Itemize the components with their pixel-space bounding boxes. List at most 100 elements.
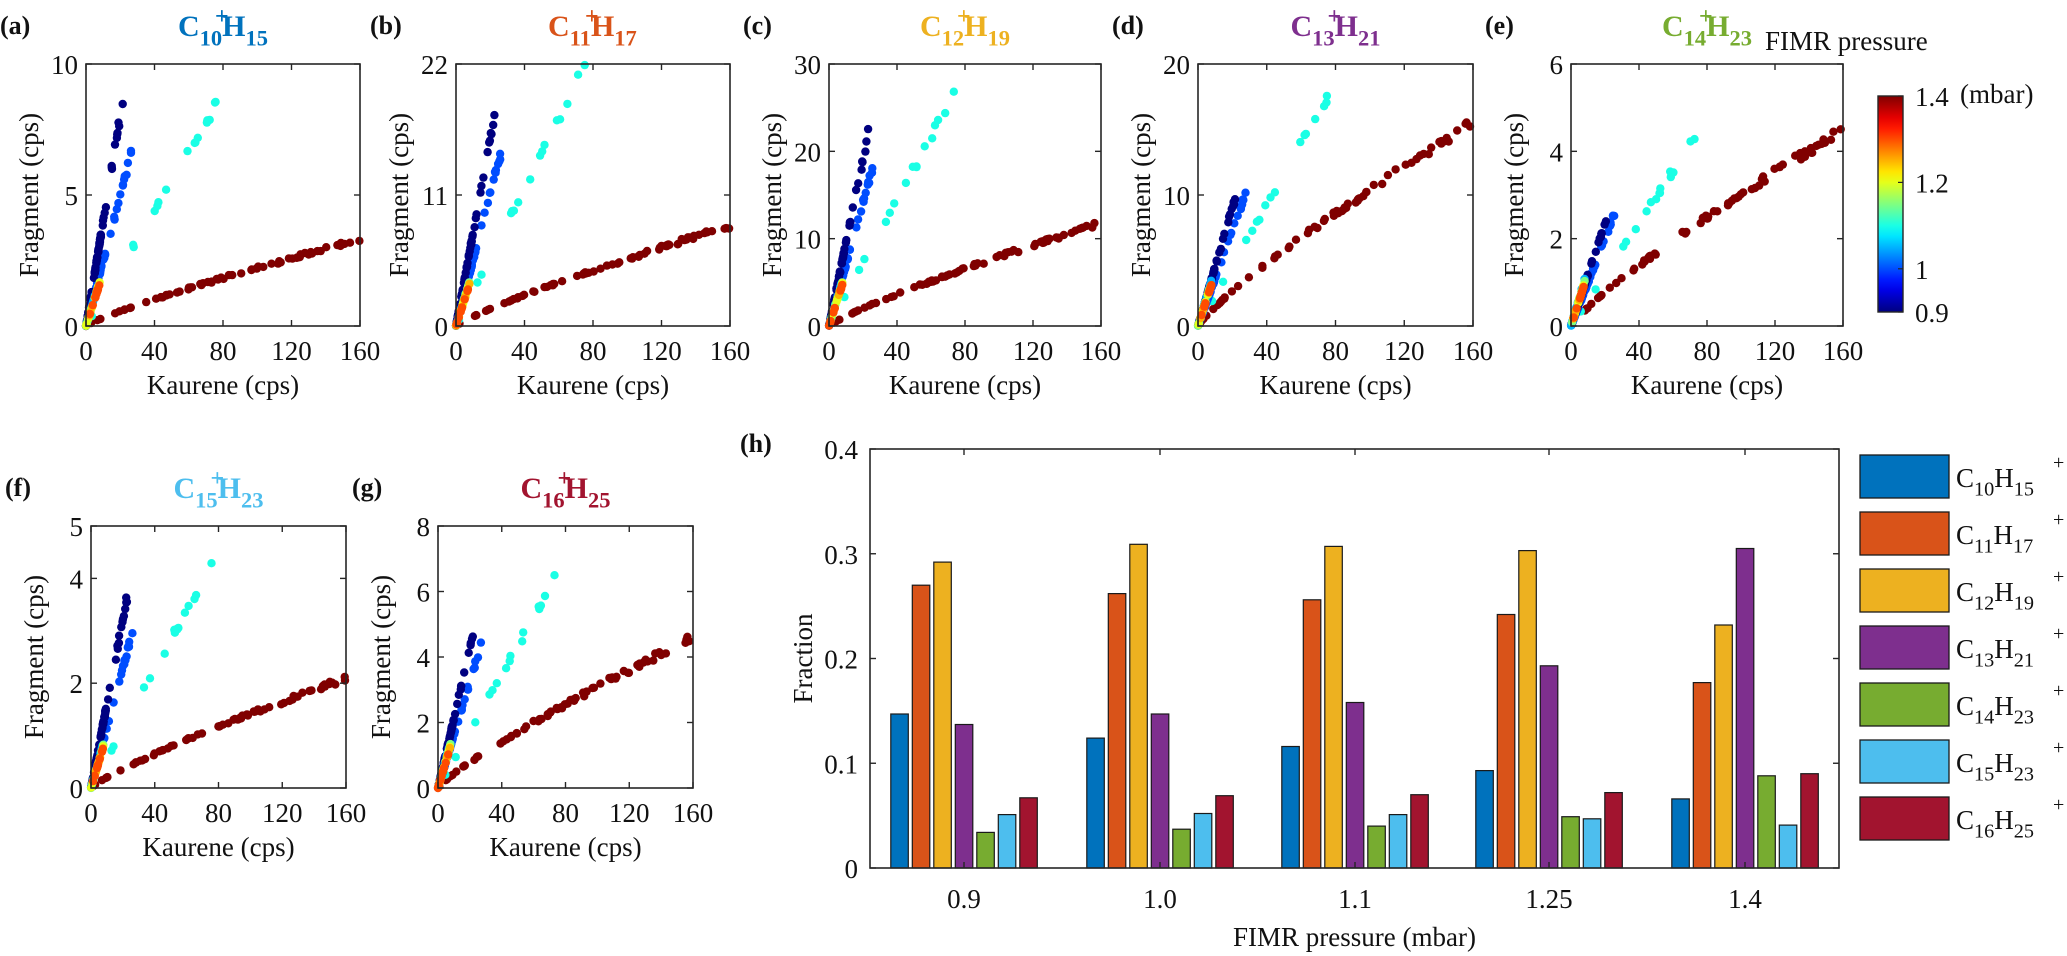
- scatter-point: [1218, 295, 1227, 305]
- y-tick-label: 0: [1550, 312, 1564, 342]
- scatter-point: [100, 712, 109, 722]
- scatter-point: [1369, 180, 1379, 190]
- scatter-point: [1078, 223, 1088, 232]
- formula-part: 15: [195, 488, 218, 513]
- panel-title: C14H23: [1662, 10, 1752, 51]
- x-tick-label: 160: [340, 336, 381, 366]
- scatter-point: [103, 772, 112, 782]
- scatter-point: [1197, 310, 1206, 320]
- scatter-point: [476, 638, 486, 647]
- scatter-point: [1412, 154, 1421, 164]
- x-tick-label: 80: [552, 798, 579, 828]
- scatter-point: [492, 679, 501, 688]
- x-tick-label: 80: [210, 336, 237, 366]
- scatter-point: [345, 238, 355, 247]
- scatter-point: [197, 729, 207, 738]
- y-tick-label: 0: [845, 854, 859, 884]
- scatter-point: [98, 744, 108, 753]
- scatter-point: [540, 140, 549, 150]
- panel-title: C12H19: [920, 10, 1010, 51]
- scatter-point: [119, 611, 129, 621]
- colorbar-scale: [1877, 95, 1904, 313]
- scatter-point: [1591, 285, 1600, 294]
- scatter-point: [122, 598, 131, 607]
- scatter-point: [871, 298, 881, 308]
- scatter-point: [1261, 201, 1270, 210]
- scatter-point: [901, 178, 911, 188]
- panel-label: (b): [370, 11, 402, 40]
- bar: [976, 831, 995, 869]
- scatter-point: [175, 287, 184, 296]
- scatter-point: [237, 269, 246, 278]
- scatter-point: [1796, 155, 1806, 164]
- scatter-point: [123, 158, 133, 168]
- scatter-point: [861, 147, 870, 156]
- scatter-point: [529, 716, 538, 726]
- scatter-point: [854, 265, 864, 275]
- scatter-point: [1723, 199, 1733, 208]
- scatter-point: [140, 754, 150, 764]
- y-tick-label: 0.2: [824, 645, 858, 675]
- scatter-point: [505, 656, 514, 666]
- colorbar: FIMR pressure (mbar) 0.9 1 1.2 1.4: [1765, 26, 2033, 328]
- scatter-point: [150, 749, 159, 758]
- x-axis-label: Kaurene (cps): [142, 832, 294, 862]
- x-tick-label: 0: [79, 336, 93, 366]
- y-axis-label: Fragment (cps): [14, 113, 44, 277]
- bar: [997, 813, 1017, 869]
- scatter-point: [612, 672, 621, 681]
- x-tick-label: 80: [580, 336, 607, 366]
- x-tick-label: 120: [271, 336, 312, 366]
- panel-label: (g): [352, 473, 382, 502]
- x-axis-label: Kaurene (cps): [517, 370, 669, 400]
- scatter-point: [1401, 160, 1410, 169]
- scatter-point: [930, 121, 940, 130]
- scatter-point: [93, 760, 103, 769]
- formula-part: H: [1994, 634, 2014, 664]
- scatter-point: [103, 695, 113, 704]
- legend-label: C11H17: [1956, 520, 2033, 558]
- scatter-point: [105, 683, 115, 692]
- scatter-point: [520, 725, 529, 734]
- scatter-point: [1241, 188, 1250, 197]
- scatter-point: [496, 155, 505, 164]
- scatter-point: [922, 279, 931, 288]
- scatter-point: [190, 138, 199, 148]
- scatter-point: [513, 294, 522, 303]
- scatter-point: [1215, 248, 1224, 257]
- scatter-point: [949, 87, 958, 96]
- scatter-point: [1090, 218, 1099, 228]
- scatter-point: [1427, 143, 1436, 152]
- bar: [1692, 681, 1712, 869]
- scatter-point: [228, 270, 237, 280]
- bar: [1757, 775, 1776, 869]
- x-tick-label: 0: [1564, 336, 1578, 366]
- scatter-panel-f: 0 40 80 120 160 0 2 4 5 Kaurene (cps) Fragment (cp…: [5, 466, 366, 862]
- scatter-point: [1343, 199, 1353, 208]
- formula-part: C: [1956, 463, 1974, 493]
- scatter-point: [460, 668, 469, 677]
- scatter-point: [1579, 282, 1588, 292]
- scatter-point: [453, 318, 462, 327]
- scatter-point: [557, 277, 567, 286]
- y-tick-label: 0.4: [824, 435, 858, 465]
- scatter-point: [910, 283, 919, 292]
- scatter-point: [596, 679, 605, 688]
- scatter-point: [88, 300, 98, 310]
- scatter-point: [477, 270, 486, 279]
- scatter-point: [1218, 277, 1228, 286]
- scatter-point: [863, 124, 873, 134]
- scatter-point: [1686, 137, 1695, 146]
- x-tick-label: 40: [488, 798, 515, 828]
- scatter-point: [552, 703, 561, 713]
- scatter-point: [959, 264, 968, 273]
- scatter-point: [848, 309, 857, 318]
- scatter-point: [635, 659, 644, 668]
- scatter-point: [1248, 226, 1257, 235]
- x-tick-label: 1.1: [1338, 884, 1372, 914]
- formula-part: 15: [2014, 479, 2034, 501]
- scatter-point: [1596, 291, 1606, 300]
- formula-part: 17: [614, 26, 637, 51]
- scatter-point: [340, 672, 349, 682]
- scatter-points: [1566, 125, 1845, 330]
